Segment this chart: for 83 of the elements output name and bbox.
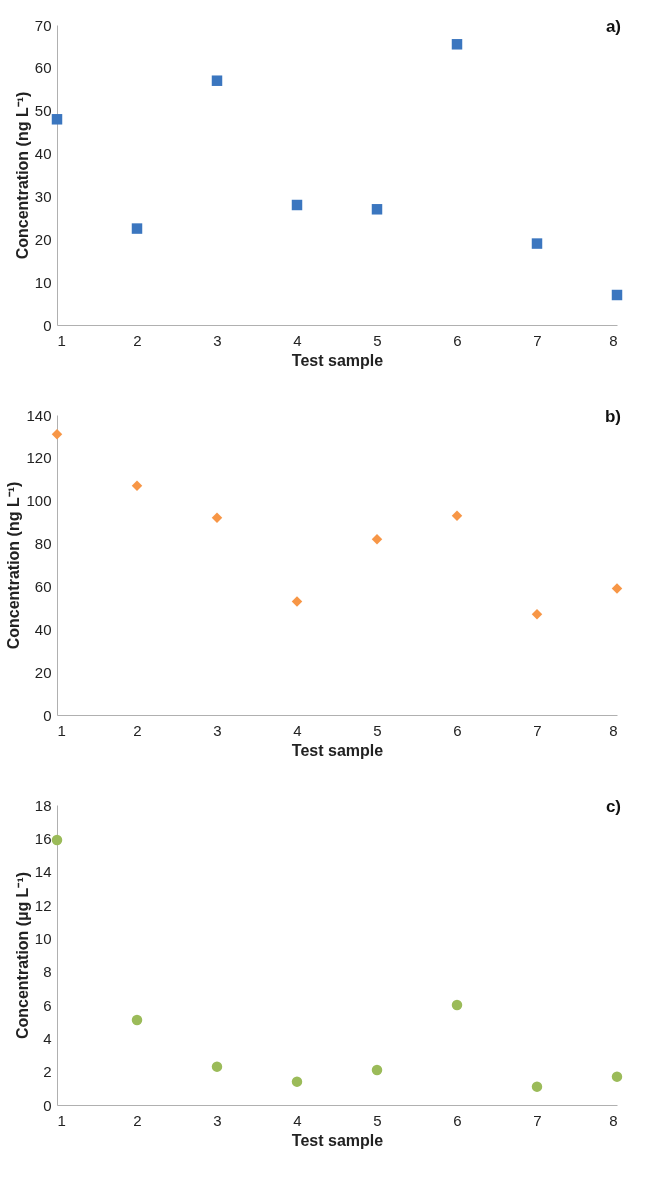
x-tick-label: 4 — [293, 721, 302, 739]
x-tick-label: 6 — [453, 1111, 462, 1129]
x-tick-label: 7 — [533, 721, 542, 739]
y-tick-label: 140 — [26, 406, 52, 424]
point — [531, 609, 543, 620]
y-tick-label: 0 — [43, 316, 52, 334]
y-tick-label: 14 — [34, 863, 52, 881]
x-tick-label: 6 — [453, 721, 462, 739]
x-tick-label: 7 — [533, 331, 542, 349]
point — [371, 204, 383, 215]
point — [291, 1076, 303, 1087]
y-tick-label: 30 — [34, 187, 52, 205]
point — [611, 583, 623, 594]
y-tick-label: 4 — [43, 1029, 52, 1047]
annotation: a) — [605, 17, 621, 36]
y-tick-label: 80 — [34, 535, 52, 553]
y-axis-title: Concentration (ng L⁻¹) — [5, 481, 23, 650]
point — [211, 75, 223, 86]
point — [51, 429, 63, 440]
y-tick-label: 10 — [34, 273, 52, 291]
y-tick-label: 60 — [34, 577, 52, 595]
x-tick-label: 2 — [133, 1111, 142, 1129]
y-tick-label: 40 — [34, 145, 52, 163]
x-tick-label: 3 — [213, 721, 222, 739]
x-tick-label: 8 — [609, 721, 618, 739]
x-tick-label: 8 — [609, 1111, 618, 1129]
x-axis-title: Test sample — [291, 741, 384, 759]
y-tick-label: 20 — [34, 663, 52, 681]
x-tick-label: 1 — [57, 721, 66, 739]
y-tick-label: 70 — [34, 16, 52, 34]
x-tick-label: 2 — [133, 721, 142, 739]
point — [371, 534, 383, 545]
point — [131, 223, 143, 234]
x-tick-label: 2 — [133, 331, 142, 349]
point — [51, 114, 63, 125]
y-tick-label: 60 — [34, 59, 52, 77]
annotation: b) — [604, 407, 621, 426]
point — [291, 596, 303, 607]
y-tick-label: 18 — [34, 796, 52, 814]
point — [531, 238, 543, 249]
x-tick-label: 3 — [213, 1111, 222, 1129]
point — [451, 999, 463, 1011]
y-tick-label: 8 — [43, 963, 52, 981]
y-axis-title: Concentration (ng L⁻¹) — [13, 91, 31, 260]
point — [531, 1081, 543, 1092]
point — [131, 1014, 143, 1026]
x-tick-label: 5 — [373, 1111, 382, 1129]
x-axis-title: Test sample — [291, 1131, 384, 1149]
y-tick-label: 2 — [43, 1063, 52, 1081]
y-tick-label: 20 — [34, 230, 52, 248]
y-tick-label: 100 — [26, 492, 52, 510]
point — [291, 199, 303, 211]
x-tick-label: 4 — [293, 1111, 302, 1129]
x-tick-label: 4 — [293, 331, 302, 349]
y-tick-label: 12 — [34, 896, 52, 914]
x-axis-title: Test sample — [291, 351, 384, 369]
x-tick-label: 7 — [533, 1111, 542, 1129]
point — [371, 1064, 383, 1076]
point — [611, 289, 623, 301]
x-tick-label: 8 — [609, 331, 618, 349]
y-tick-label: 0 — [43, 706, 52, 724]
y-tick-label: 40 — [34, 620, 52, 638]
annotation: c) — [605, 797, 621, 816]
y-tick-label: 10 — [34, 929, 52, 947]
y-tick-label: 50 — [34, 102, 52, 120]
y-tick-label: 120 — [26, 449, 52, 467]
point — [611, 1071, 623, 1082]
x-tick-label: 1 — [57, 1111, 66, 1129]
point — [131, 480, 143, 491]
point — [211, 1061, 223, 1072]
point — [451, 39, 463, 50]
point — [451, 510, 463, 521]
x-tick-label: 5 — [373, 331, 382, 349]
x-tick-label: 6 — [453, 331, 462, 349]
y-axis-title: Concentration (µg L⁻¹) — [13, 871, 31, 1040]
y-tick-label: 6 — [43, 996, 52, 1014]
point — [211, 512, 223, 524]
x-tick-label: 1 — [57, 331, 66, 349]
y-tick-label: 0 — [43, 1096, 52, 1114]
x-tick-label: 3 — [213, 331, 222, 349]
y-tick-label: 16 — [34, 829, 52, 847]
x-tick-label: 5 — [373, 721, 382, 739]
point — [51, 834, 63, 846]
